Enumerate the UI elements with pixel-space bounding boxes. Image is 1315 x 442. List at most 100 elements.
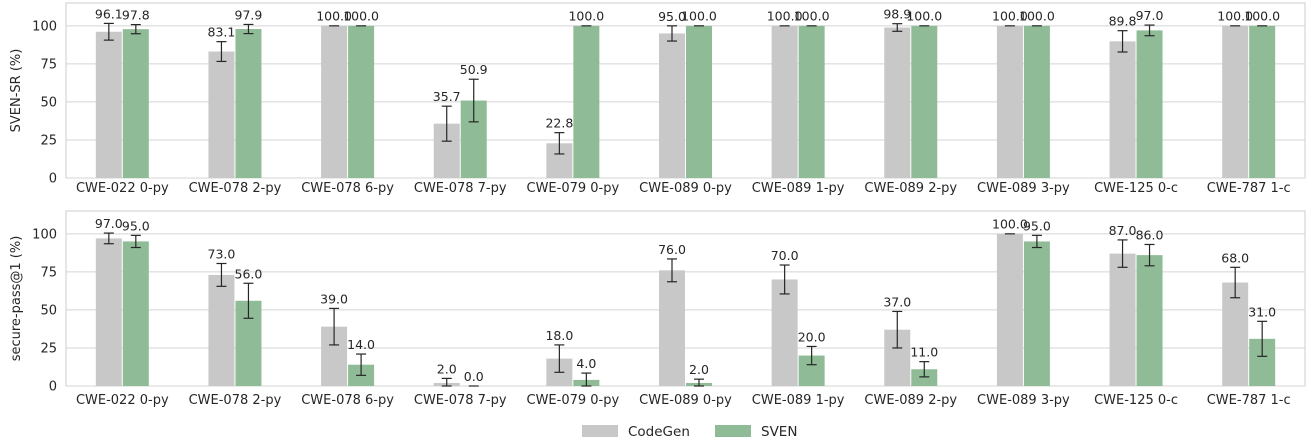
bar-sven: [348, 25, 375, 179]
data-label: 31.0: [1248, 304, 1276, 319]
x-tick-label: CWE-022 0-py: [76, 393, 169, 408]
plot-area: [65, 2, 1306, 179]
data-label: 11.0: [910, 345, 938, 360]
data-label: 100.0: [1019, 8, 1055, 23]
x-tick-label: CWE-089 3-py: [977, 181, 1070, 196]
bar-codegen: [996, 25, 1023, 179]
bar-codegen: [659, 33, 685, 178]
x-tick-label: CWE-078 7-py: [414, 181, 507, 196]
x-tick-label: CWE-089 2-py: [864, 181, 957, 196]
x-tick-label: CWE-022 0-py: [76, 181, 169, 196]
x-tick-label: CWE-079 0-py: [527, 181, 620, 196]
bar-sven: [235, 29, 262, 178]
x-tick-label: CWE-089 0-py: [639, 393, 732, 408]
bar-sven: [573, 25, 600, 179]
x-tick-label: CWE-089 2-py: [864, 393, 957, 408]
data-label: 35.7: [433, 89, 461, 104]
data-label: 37.0: [883, 294, 911, 309]
y-tick-label: 75: [40, 265, 57, 280]
legend: CodeGen SVEN: [582, 424, 797, 440]
x-tick-label: CWE-078 2-py: [189, 181, 282, 196]
bar-sven: [911, 369, 938, 386]
bar-sven: [686, 25, 712, 179]
y-tick-label: 100: [32, 227, 57, 242]
data-label: 87.0: [1109, 223, 1137, 238]
x-tick-label: CWE-089 1-py: [752, 181, 845, 196]
bar-sven: [1136, 255, 1163, 386]
data-label: 95.0: [1023, 218, 1051, 233]
data-label: 96.1: [95, 6, 123, 21]
bar-codegen: [1222, 25, 1249, 179]
x-tick-label: CWE-079 0-py: [527, 393, 620, 408]
y-tick-label: 50: [40, 95, 57, 110]
bar-sven: [1023, 25, 1050, 179]
x-tick-label: CWE-125 0-c: [1094, 181, 1178, 196]
data-label: 68.0: [1221, 250, 1249, 265]
bar-sven: [1023, 241, 1050, 386]
data-label: 100.0: [767, 8, 803, 23]
data-label: 97.0: [1136, 8, 1164, 23]
x-tick-label: CWE-078 2-py: [189, 393, 282, 408]
plot-area: [65, 210, 1306, 387]
data-label: 14.0: [347, 337, 375, 352]
legend-label-sven: SVEN: [761, 424, 797, 440]
x-tick-label: CWE-125 0-c: [1094, 393, 1178, 408]
bar-codegen: [95, 238, 122, 386]
data-label: 100.0: [992, 216, 1028, 231]
y-tick-label: 75: [40, 57, 57, 72]
x-tick-label: CWE-078 7-py: [414, 393, 507, 408]
data-label: 18.0: [545, 328, 573, 343]
x-tick-label: CWE-078 6-py: [301, 393, 394, 408]
data-label: 95.0: [658, 9, 686, 24]
y-axis-label: secure-pass@1 (%): [9, 236, 24, 362]
data-label: 86.0: [1136, 227, 1164, 242]
x-tick-label: CWE-089 0-py: [639, 181, 732, 196]
data-label: 39.0: [320, 291, 348, 306]
bar-codegen: [321, 25, 348, 179]
panel-secure-pass: 0 25 50 75 100 secure-pass@1 (%) CWE-022 0-py 9…: [9, 210, 1306, 408]
data-label: 50.9: [460, 62, 488, 77]
bar-codegen: [208, 51, 235, 178]
y-tick-label: 50: [40, 303, 57, 318]
bar-codegen: [996, 233, 1023, 386]
bar-codegen: [1109, 253, 1136, 386]
bar-sven: [798, 25, 825, 179]
data-label: 56.0: [235, 266, 263, 281]
bar-codegen: [884, 27, 911, 178]
data-label: 100.0: [992, 8, 1028, 23]
bar-codegen: [659, 270, 685, 386]
data-label: 100.0: [316, 8, 352, 23]
bar-codegen: [208, 274, 235, 386]
data-label: 97.0: [95, 216, 123, 231]
data-label: 95.0: [122, 218, 150, 233]
y-axis-label: SVEN-SR (%): [9, 49, 24, 133]
data-label: 83.1: [208, 25, 236, 40]
x-tick-label: CWE-078 6-py: [301, 181, 394, 196]
data-label: 100.0: [681, 8, 717, 23]
data-label: 100.0: [568, 8, 604, 23]
data-label: 2.0: [437, 361, 457, 376]
bar-codegen: [1222, 282, 1249, 386]
bar-codegen: [95, 31, 122, 179]
data-label: 22.8: [545, 116, 573, 131]
bar-sven: [122, 241, 149, 386]
data-label: 73.0: [208, 247, 236, 262]
data-label: 100.0: [1217, 8, 1253, 23]
x-tick-label: CWE-089 3-py: [977, 393, 1070, 408]
x-tick-label: CWE-787 1-c: [1207, 181, 1291, 196]
legend-label-codegen: CodeGen: [628, 424, 690, 440]
bar-sven: [911, 25, 938, 179]
bar-sven: [1136, 30, 1163, 179]
bar-codegen: [771, 25, 798, 179]
data-label: 70.0: [771, 248, 799, 263]
data-label: 97.9: [235, 7, 263, 22]
x-tick-label: CWE-089 1-py: [752, 393, 845, 408]
legend-swatch-codegen: [582, 425, 618, 437]
data-label: 100.0: [343, 8, 379, 23]
y-tick-label: 25: [40, 341, 57, 356]
data-label: 0.0: [464, 369, 484, 384]
data-label: 100.0: [794, 8, 830, 23]
bar-codegen: [771, 279, 798, 386]
